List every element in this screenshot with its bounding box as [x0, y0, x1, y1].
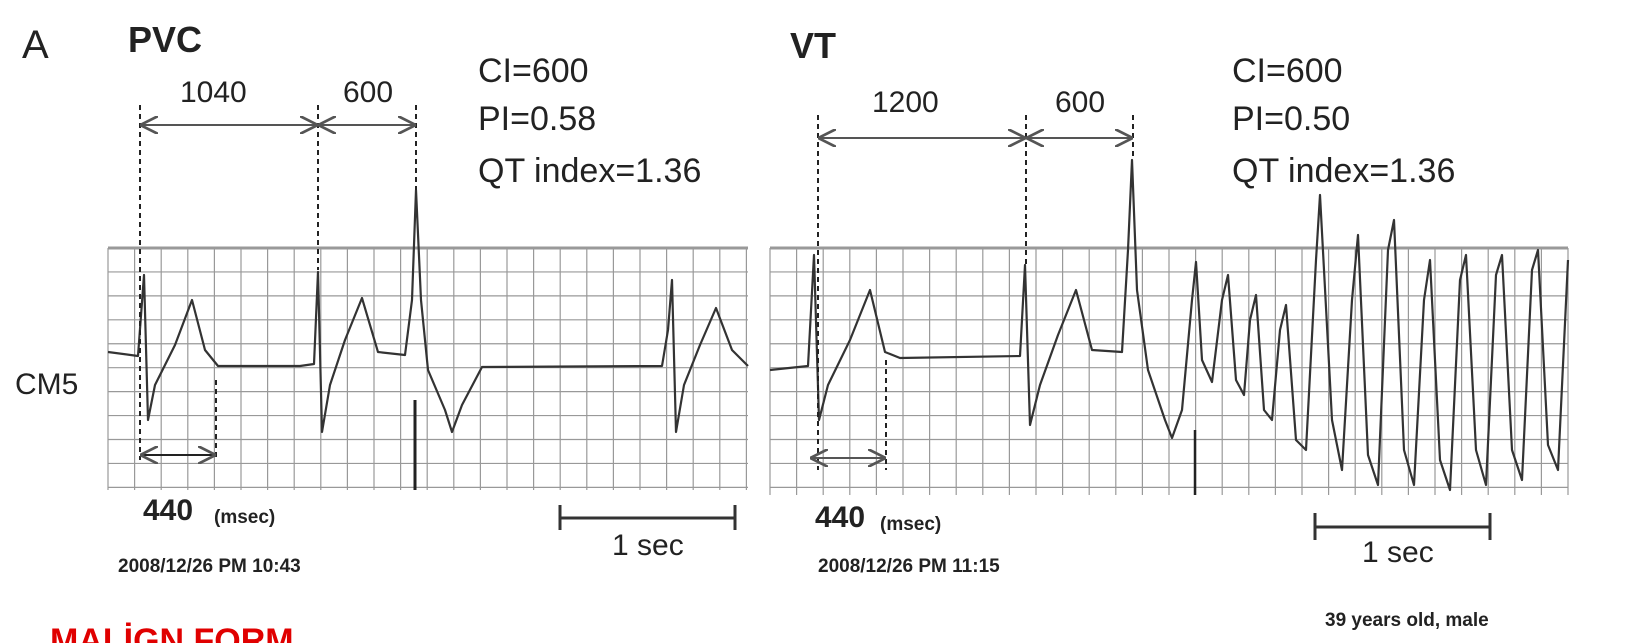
stat: PI=0.58 [478, 100, 596, 138]
stat: PI=0.50 [1232, 100, 1350, 138]
stat: QT index=1.36 [1232, 152, 1455, 190]
stat: CI=600 [1232, 52, 1343, 90]
stat: CI=600 [478, 52, 589, 90]
unit: (msec) [880, 514, 941, 535]
interval-label: 600 [1055, 86, 1105, 119]
scale-label: 1 sec [612, 529, 684, 562]
lead-label: CM5 [15, 368, 78, 401]
footer-label: MALİGN FORM [50, 622, 294, 643]
timestamp: 2008/12/26 PM 11:15 [818, 556, 1000, 577]
interval-label: 1200 [872, 86, 939, 119]
figure: A CM5 PVC 1040 600 CI=600 PI=0.58 QT ind… [0, 0, 1636, 643]
patient-info: 39 years old, male [1325, 610, 1489, 631]
stat: QT index=1.36 [478, 152, 701, 190]
scale-bar [560, 505, 735, 530]
ecg-trace [108, 190, 748, 432]
interval-label: 1040 [180, 76, 247, 109]
interval-label: 600 [343, 76, 393, 109]
qt-measure: 440 [143, 494, 193, 527]
scale-label: 1 sec [1362, 536, 1434, 569]
panel-title: VT [790, 25, 836, 66]
panel-title: PVC [128, 19, 202, 60]
qt-measure: 440 [815, 501, 865, 534]
timestamp: 2008/12/26 PM 10:43 [118, 556, 301, 577]
unit: (msec) [214, 507, 275, 528]
panel-label: A [22, 23, 49, 67]
